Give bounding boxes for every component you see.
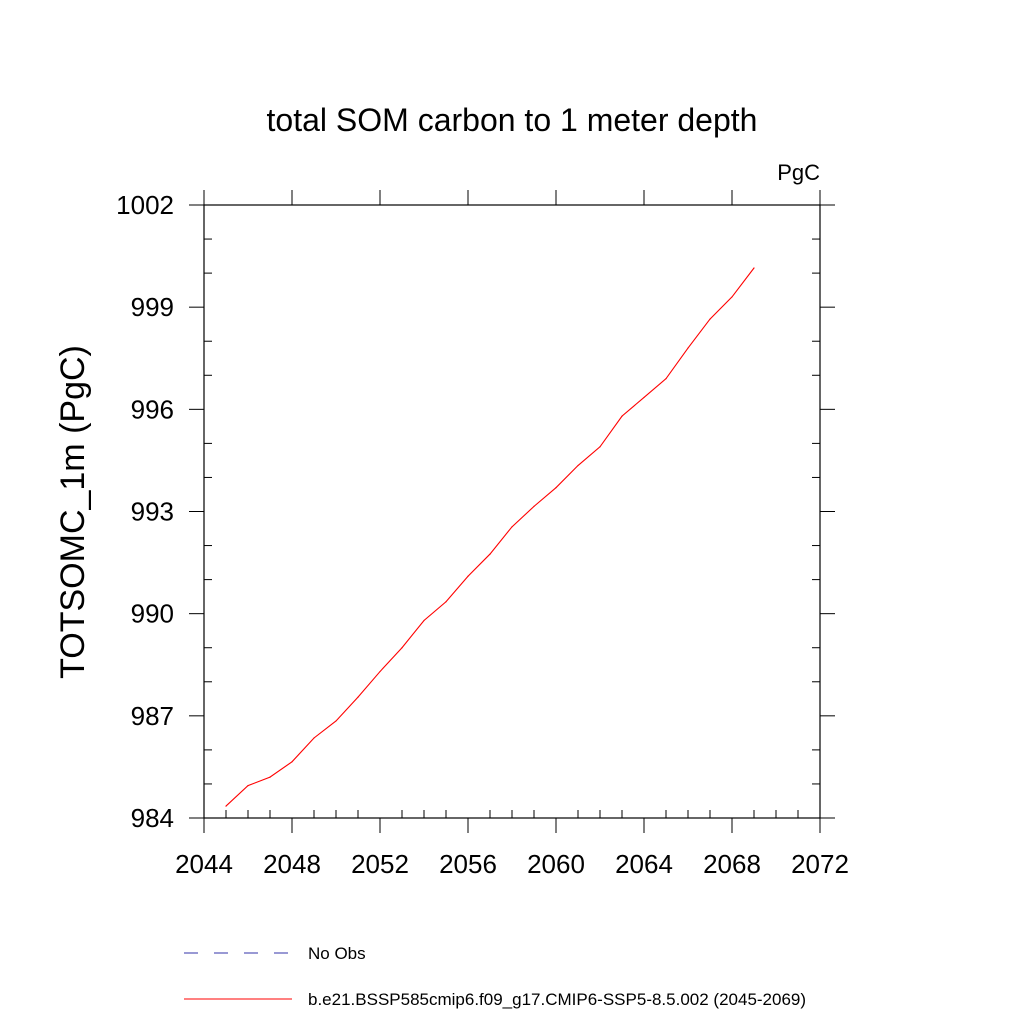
data-point [467,575,469,577]
y-tick-label: 993 [131,497,174,527]
data-point [731,296,733,298]
data-point [533,505,535,507]
y-tick-label: 999 [131,292,174,322]
data-point [291,761,293,763]
data-point [555,487,557,489]
legend-no-obs-label: No Obs [308,944,366,963]
data-point [357,696,359,698]
data-point [445,601,447,603]
x-tick-label: 2064 [615,849,673,879]
x-tick-label: 2048 [263,849,321,879]
data-point [577,464,579,467]
axis-ticks [189,190,835,833]
data-point [225,805,227,807]
chart-title: total SOM carbon to 1 meter depth [267,102,758,138]
x-tick-label: 2044 [175,849,233,879]
series-line [225,267,755,807]
data-point [269,776,271,778]
y-tick-label: 987 [131,701,174,731]
x-tick-label: 2052 [351,849,409,879]
plot-frame [203,204,821,819]
x-tick-label: 2068 [703,849,761,879]
data-point [401,647,403,649]
y-tick-label: 984 [131,803,174,833]
data-point [687,347,689,349]
x-tick-label: 2072 [791,849,849,879]
legend: No Obs b.e21.BSSP585cmip6.f09_g17.CMIP6-… [184,944,806,1009]
x-tick-label: 2056 [439,849,497,879]
x-tick-label: 2060 [527,849,585,879]
legend-series-label: b.e21.BSSP585cmip6.f09_g17.CMIP6-SSP5-8.… [308,990,806,1009]
tick-labels: 2044 2048 2052 2056 2060 2064 2068 2072 984 987 99… [116,190,849,879]
units-label: PgC [777,160,820,185]
data-point [599,446,601,448]
y-tick-label: 1002 [116,190,174,220]
y-tick-label: 996 [131,394,174,424]
series-layer [225,267,755,807]
data-point [665,378,667,380]
data-point [709,318,711,320]
data-point [489,553,491,555]
data-point [313,737,315,739]
y-tick-label: 990 [131,599,174,629]
y-axis-label: TOTSOMC_1m (PgC) [54,345,92,679]
data-point [423,619,425,622]
data-point [379,670,381,673]
data-point [247,785,249,787]
data-point [643,396,645,399]
data-point [335,720,337,722]
data-point [753,267,755,269]
data-point [621,415,623,417]
data-point [511,526,513,528]
